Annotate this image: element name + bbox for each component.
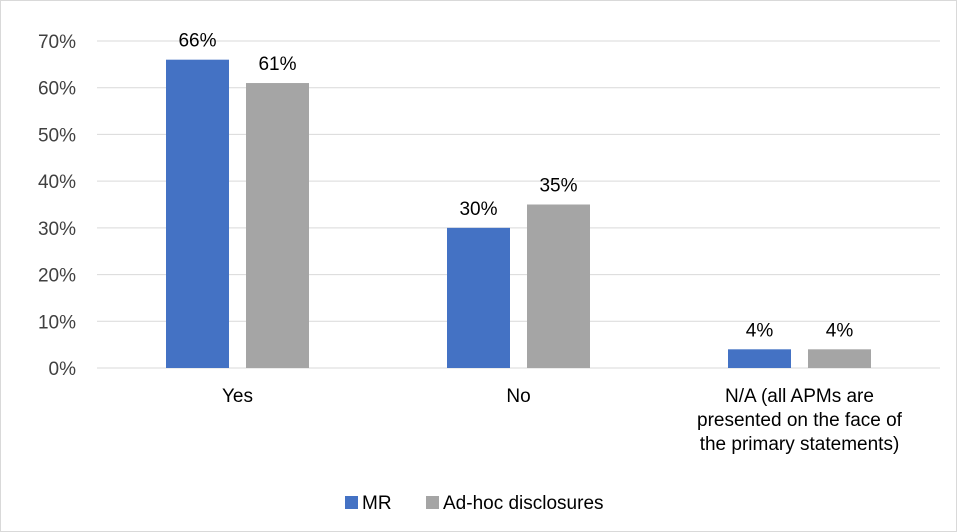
gridlines <box>97 40 940 369</box>
bar-ad-hoc-disclosures-2 <box>808 349 871 368</box>
y-tick-label: 30% <box>38 219 76 240</box>
y-tick-label: 40% <box>38 172 76 193</box>
y-tick-label: 20% <box>38 266 76 287</box>
bar-mr-0 <box>166 59 229 368</box>
legend: MR Ad-hoc disclosures <box>345 493 604 514</box>
x-category-label: N/A (all APMs are presented on the face o… <box>697 386 903 455</box>
bar-ad-hoc-disclosures-0 <box>246 83 309 369</box>
y-tick-label: 10% <box>38 312 76 333</box>
data-label: 66% <box>178 31 216 52</box>
data-label: 61% <box>258 54 296 75</box>
data-label: 30% <box>459 199 497 220</box>
bar-ad-hoc-disclosures-1 <box>527 204 590 368</box>
legend-label: MR <box>362 493 392 514</box>
y-tick-label: 0% <box>49 359 77 380</box>
y-tick-label: 50% <box>38 125 76 146</box>
x-category-label: No <box>506 386 530 407</box>
data-label: 4% <box>826 320 854 341</box>
data-label: 35% <box>539 176 577 197</box>
x-category-label: Yes <box>222 386 253 407</box>
y-tick-label: 70% <box>38 32 76 53</box>
legend-swatch <box>426 496 439 509</box>
legend-swatch <box>345 496 358 509</box>
bar-mr-1 <box>447 227 510 368</box>
legend-label: Ad-hoc disclosures <box>443 493 604 514</box>
y-tick-label: 60% <box>38 79 76 100</box>
data-labels: 66% 61% 30% 35% 4% 4% <box>178 31 853 342</box>
data-label: 4% <box>746 320 774 341</box>
y-axis: 0% 10% 20% 30% 40% 50% 60% 70% <box>38 32 76 380</box>
x-axis: Yes No N/A (all APMs are presented on the f… <box>222 386 903 455</box>
bar-mr-2 <box>728 349 791 368</box>
bars <box>166 59 871 369</box>
